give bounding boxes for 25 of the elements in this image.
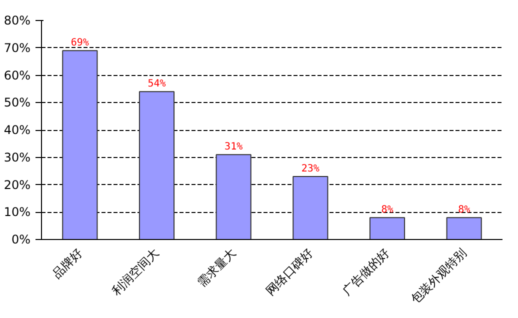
y-tick-label: 40% — [4, 123, 30, 137]
x-tick-label: 品牌好 — [50, 246, 85, 281]
y-tick-label: 50% — [4, 96, 30, 110]
x-tick-label: 需求量大 — [194, 246, 239, 290]
bar — [62, 50, 98, 240]
bar — [369, 217, 406, 240]
data-label: 69% — [70, 38, 89, 49]
data-label: 54% — [148, 78, 166, 90]
bar — [446, 217, 482, 240]
y-tick-label: 0% — [11, 232, 31, 246]
y-tick-label: 80% — [4, 14, 30, 28]
bar — [138, 91, 175, 240]
data-label: 31% — [224, 142, 243, 153]
y-tick-label: 60% — [4, 68, 30, 82]
x-tick-label: 包装外观特别 — [408, 246, 470, 306]
y-tick-label: 30% — [4, 150, 30, 164]
x-tick-label: 网络口碑好 — [263, 246, 316, 298]
y-tick-label: 70% — [4, 40, 30, 55]
y-tick-label: 10% — [4, 205, 30, 220]
bar — [216, 154, 252, 240]
data-label: 23% — [301, 164, 320, 175]
y-tick-label: 20% — [4, 178, 30, 192]
x-tick-label: 利润空间大 — [109, 246, 162, 298]
x-tick-label: 广告做的好 — [340, 246, 392, 298]
bar — [292, 176, 328, 240]
